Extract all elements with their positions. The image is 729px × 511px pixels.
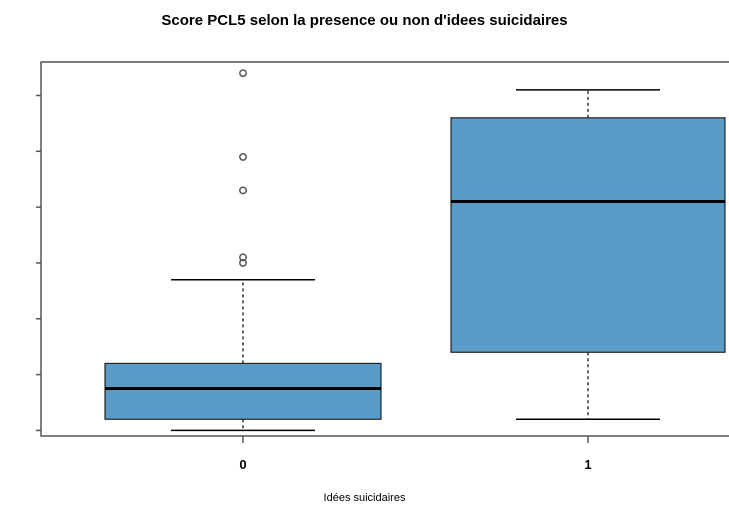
x-tick-label: 1 xyxy=(584,457,591,472)
chart-title: Score PCL5 selon la presence ou non d'id… xyxy=(161,12,568,29)
outlier-point xyxy=(239,253,247,262)
boxes xyxy=(104,69,726,432)
outlier-point xyxy=(239,69,247,78)
outlier-point xyxy=(239,186,247,195)
outlier-point xyxy=(239,259,247,267)
outlier-point xyxy=(239,152,247,161)
x-axis-label: Idées suicidaires xyxy=(323,492,406,504)
plot-frame xyxy=(40,61,729,437)
box-0 xyxy=(104,69,382,432)
iqr-box xyxy=(104,362,382,420)
iqr-box xyxy=(450,117,726,353)
box-1 xyxy=(450,89,726,421)
y-axis-ticks xyxy=(36,94,41,432)
x-tick-label: 0 xyxy=(239,457,246,472)
